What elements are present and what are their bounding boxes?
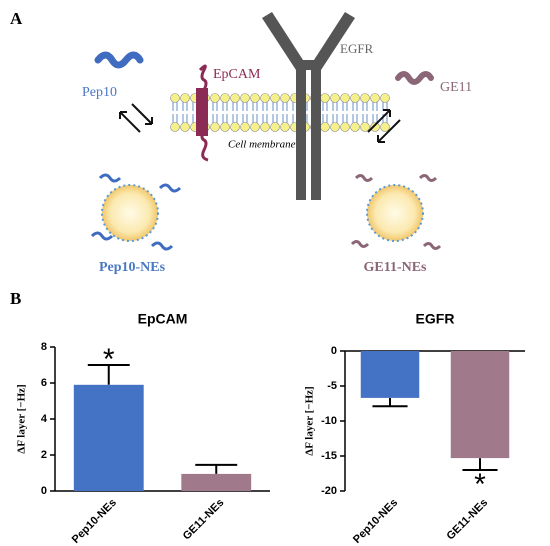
lipid-head <box>180 93 190 103</box>
y-tick-label: 2 <box>41 449 47 461</box>
lipid-tail <box>252 101 258 124</box>
y-tick-label: -5 <box>327 380 337 392</box>
y-tick-label: -20 <box>321 485 337 497</box>
bar <box>360 351 420 398</box>
panel-label: A <box>10 9 23 28</box>
lipid-tail <box>262 101 268 124</box>
error-bar <box>195 463 238 474</box>
label: GE11-NEs <box>363 260 427 275</box>
chart-title: EpCAM <box>138 311 188 327</box>
y-tick-label: 8 <box>41 341 47 353</box>
lipid-head <box>170 93 180 103</box>
lipid-head <box>280 122 290 132</box>
egfr-receptor <box>262 12 355 200</box>
bar <box>181 473 252 491</box>
lipid-tail <box>352 101 358 124</box>
lipid-tail <box>272 101 278 124</box>
lipid-head <box>230 122 240 132</box>
label: Pep10 <box>82 85 117 100</box>
lipid-tail <box>382 101 388 124</box>
lipid-head <box>170 122 180 132</box>
lipid-head <box>330 122 340 132</box>
lipid-head <box>210 93 220 103</box>
lipid-head <box>340 122 350 132</box>
lipid-head <box>270 93 280 103</box>
lipid-head <box>380 93 390 103</box>
x-tick-label: GE11-NEs <box>445 497 491 543</box>
lipid-tail <box>372 101 378 124</box>
lipid-tail <box>172 101 178 124</box>
lipid-head <box>250 122 260 132</box>
y-tick-label: -10 <box>321 415 337 427</box>
lipid-head <box>220 122 230 132</box>
lipid-head <box>210 122 220 132</box>
annotation: * <box>103 343 115 376</box>
x-tick-label: GE11-NEs <box>181 497 227 543</box>
pep10-peptide <box>94 51 144 69</box>
lipid-head <box>180 122 190 132</box>
lipid-tail <box>232 101 238 124</box>
lipid-head <box>240 93 250 103</box>
y-tick-label: -15 <box>321 450 337 462</box>
pep10-nanoemulsion <box>90 173 182 251</box>
lipid-head <box>230 93 240 103</box>
lipid-head <box>220 93 230 103</box>
error-bar <box>372 397 408 408</box>
lipid-tail <box>362 101 368 124</box>
bar <box>73 384 144 491</box>
lipid-tail <box>182 101 188 124</box>
y-axis-label: ΔF layer [−Hz] <box>16 384 28 453</box>
lipid-tail <box>242 101 248 124</box>
lipid-head <box>270 122 280 132</box>
bar <box>450 351 510 459</box>
lipid-tail <box>322 101 328 124</box>
lipid-tail <box>332 101 338 124</box>
lipid-head <box>320 122 330 132</box>
lipid-head <box>370 93 380 103</box>
lipid-head <box>240 122 250 132</box>
chart-title: EGFR <box>416 311 455 327</box>
lipid-head <box>340 93 350 103</box>
lipid-head <box>250 93 260 103</box>
epcam-helix <box>196 88 208 136</box>
y-tick-label: 4 <box>41 413 48 425</box>
diagram: A Pep10 EpCAM EGFR GE11 Cell membrane Pe… <box>10 9 472 308</box>
equilibrium-arrows <box>119 103 401 143</box>
lipid-head <box>380 122 390 132</box>
y-tick-label: 0 <box>41 485 47 497</box>
label: Pep10-NEs <box>99 260 166 275</box>
y-axis-label: ΔF layer [−Hz] <box>304 386 316 455</box>
error-bar <box>462 458 498 471</box>
lipid-tail <box>212 101 218 124</box>
lipid-head <box>360 122 370 132</box>
lipid-head <box>360 93 370 103</box>
annotation: * <box>474 468 486 501</box>
y-tick-label: 6 <box>41 377 47 389</box>
panel-label: B <box>10 289 21 308</box>
lipid-tail <box>282 101 288 124</box>
lipid-head <box>370 122 380 132</box>
lipid-head <box>350 122 360 132</box>
lipid-head <box>260 93 270 103</box>
lipid-tail <box>222 101 228 124</box>
ge11-peptide <box>395 71 434 85</box>
lipid-head <box>260 122 270 132</box>
error-bar <box>87 364 130 385</box>
label: GE11 <box>440 80 472 95</box>
x-tick-label: Pep10-NEs <box>351 497 400 546</box>
lipid-head <box>350 93 360 103</box>
x-tick-label: Pep10-NEs <box>70 497 119 546</box>
lipid-head <box>280 93 290 103</box>
lipid-head <box>330 93 340 103</box>
y-tick-label: 0 <box>331 345 337 357</box>
lipid-head <box>320 93 330 103</box>
label: Cell membrane <box>228 139 296 151</box>
lipid-tail <box>342 101 348 124</box>
ge11-nanoemulsion <box>350 174 442 250</box>
label: EGFR <box>340 41 374 56</box>
label: EpCAM <box>213 67 261 82</box>
